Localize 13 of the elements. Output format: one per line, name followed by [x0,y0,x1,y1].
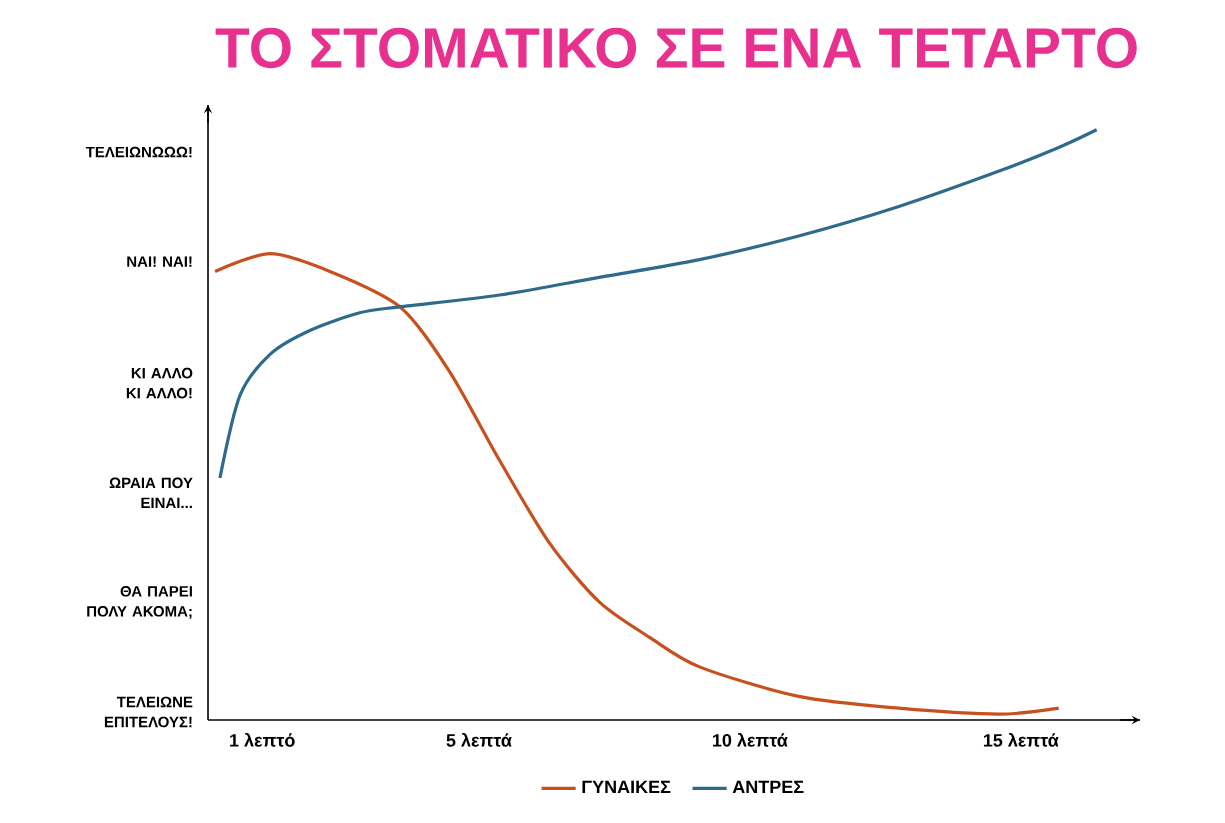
text: ΩΡΑΙΑ ΠΟΥ ΕΙΝΑΙ... [109,477,193,509]
chart-title: ΤΟ ΣΤΟΜΑΤΙΚΟ ΣΕ ΕΝΑ ΤΕΤΑΡΤΟ [215,27,1137,69]
x-tick-label: 10 λεπτά [713,733,788,747]
text: ΝΑΙ! ΝΑΙ! [127,256,192,267]
text: ΘΑ ΠΑΡΕΙ ΠΟΛΥ ΑΚΟΜΑ; [87,585,192,619]
legend-label: ΑΝΤΡΕΣ [732,780,804,794]
text: ΚΙ ΑΛΛΟ ΚΙ ΑΛΛΟ! [126,367,193,399]
text: ΤΕΛΕΙΩΝΩΩΩ! [85,146,192,158]
x-tick-label: 1 λεπτό [230,733,295,747]
text: ΤΕΛΕΙΩΝΕ ΕΠΙΤΕΛΟΥΣ! [104,696,193,728]
x-tick-label: 15 λεπτά [983,733,1059,747]
legend-label: ΓΥΝΑΙΚΕΣ [582,780,671,794]
x-tick-label: 5 λεπτά [446,733,512,747]
